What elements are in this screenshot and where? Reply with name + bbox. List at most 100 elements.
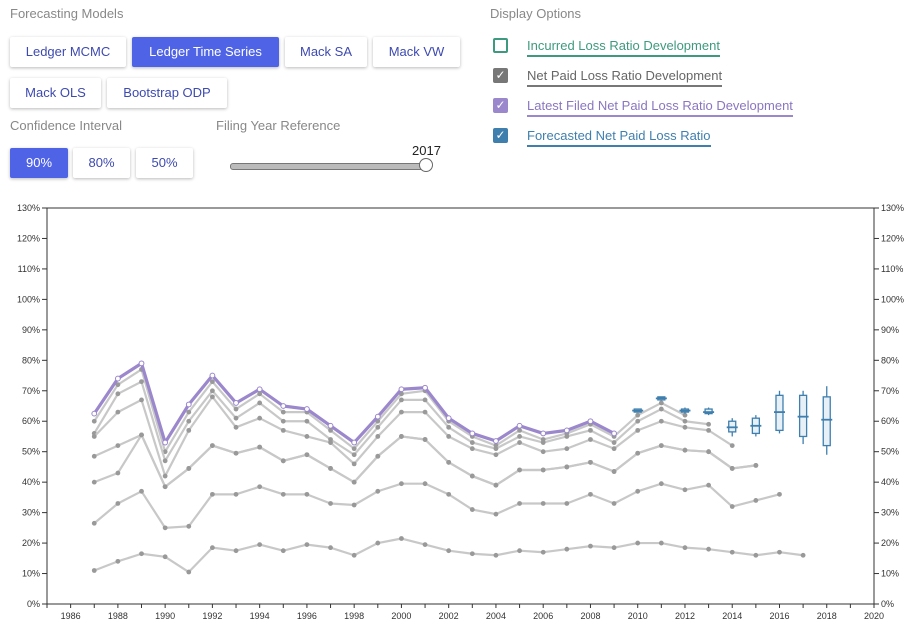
- paid-point: [753, 552, 759, 558]
- y-tick-label-right: 90%: [881, 325, 899, 335]
- latest-filed-point: [422, 384, 428, 391]
- paid-point: [517, 501, 522, 506]
- confidence-50-button[interactable]: 50%: [136, 148, 193, 178]
- paid-point: [493, 511, 499, 517]
- latest-filed-point: [587, 418, 594, 425]
- model-mack-sa-button[interactable]: Mack SA: [285, 37, 367, 67]
- paid-point: [446, 548, 452, 554]
- paid-point: [210, 545, 215, 551]
- filing-year-slider-thumb[interactable]: [419, 158, 433, 172]
- axes-layer: 0% 10% 20% 30% 40% 50% 60% 70% 80% 90% 100% 110% 120…: [17, 203, 904, 621]
- x-tick-label: 2012: [675, 611, 695, 621]
- x-tick-label: 1990: [155, 611, 175, 621]
- y-tick-label-left: 90%: [22, 325, 40, 335]
- paid-point: [399, 434, 404, 439]
- paid-point: [186, 466, 192, 471]
- paid-series-line: [93, 482, 780, 529]
- y-tick-label-left: 0%: [27, 599, 40, 609]
- paid-point: [139, 551, 144, 557]
- x-tick-label: 1998: [344, 611, 364, 621]
- latest-filed-point: [185, 401, 192, 408]
- paid-point: [469, 473, 475, 479]
- x-tick-label: 1988: [108, 611, 128, 621]
- y-tick-label-left: 20%: [22, 538, 40, 548]
- paid-point: [469, 440, 475, 445]
- paid-point: [257, 542, 263, 547]
- paid-point: [162, 458, 168, 464]
- paid-point: [91, 520, 97, 526]
- paid-point: [139, 397, 144, 403]
- paid-point: [304, 418, 310, 424]
- model-ledger-mcmc-button[interactable]: Ledger MCMC: [10, 37, 126, 67]
- latest-filed-point: [493, 438, 499, 444]
- confidence-interval-label: Confidence Interval: [10, 118, 123, 133]
- paid-point: [588, 459, 593, 465]
- paid-point: [682, 447, 688, 453]
- paid-point: [682, 412, 688, 418]
- x-tick-label: 2018: [817, 611, 837, 621]
- paid-point: [635, 427, 641, 433]
- paid-point: [729, 466, 735, 471]
- checkbox-net-paid[interactable]: ✓: [493, 68, 508, 83]
- filing-year-slider-track[interactable]: [230, 163, 428, 170]
- paid-point: [399, 409, 404, 415]
- latest-filed-point: [91, 410, 98, 417]
- y-tick-label-right: 40%: [881, 477, 899, 487]
- paid-point: [91, 434, 97, 439]
- paid-point: [469, 446, 475, 452]
- checkbox-incurred[interactable]: [493, 38, 508, 53]
- paid-point: [399, 397, 404, 403]
- y-tick-label-right: 20%: [881, 538, 899, 548]
- paid-point: [446, 491, 452, 497]
- paid-point: [304, 491, 310, 497]
- model-ledger-time-series-button[interactable]: Ledger Time Series: [132, 37, 279, 67]
- paid-point: [280, 548, 286, 554]
- option-net-paid-label: Net Paid Loss Ratio Development: [527, 68, 723, 87]
- paid-point: [540, 549, 546, 555]
- x-tick-label: 2004: [486, 611, 506, 621]
- paid-point: [162, 449, 168, 455]
- paid-point: [186, 523, 192, 529]
- option-incurred-label: Incurred Loss Ratio Development: [527, 38, 720, 57]
- checkbox-forecasted[interactable]: ✓: [493, 128, 508, 143]
- paid-point: [658, 418, 664, 424]
- model-mack-ols-button[interactable]: Mack OLS: [10, 78, 101, 108]
- paid-point: [706, 482, 711, 488]
- paid-point: [706, 421, 711, 427]
- model-mack-vw-button[interactable]: Mack VW: [373, 37, 460, 67]
- latest-filed-point: [540, 430, 547, 437]
- y-tick-label-right: 10%: [881, 569, 899, 579]
- y-tick-label-left: 70%: [22, 386, 40, 396]
- paid-point: [540, 467, 546, 473]
- x-tick-label: 2020: [864, 611, 884, 621]
- paid-point: [162, 525, 168, 531]
- option-forecasted-label: Forecasted Net Paid Loss Ratio: [527, 128, 711, 147]
- model-bootstrap-odp-button[interactable]: Bootstrap ODP: [107, 78, 227, 108]
- paid-point: [540, 449, 546, 455]
- paid-point: [493, 482, 499, 488]
- paid-point: [375, 434, 381, 439]
- latest-filed-point: [351, 439, 358, 446]
- paid-point: [186, 569, 192, 575]
- y-tick-label-left: 30%: [22, 508, 40, 518]
- option-latest-filed-label: Latest Filed Net Paid Loss Ratio Develop…: [527, 98, 793, 117]
- paid-point: [422, 481, 428, 487]
- paid-point: [588, 437, 593, 442]
- confidence-90-button[interactable]: 90%: [10, 148, 68, 178]
- paid-point: [493, 446, 499, 452]
- paid-point: [115, 409, 121, 415]
- paid-point: [493, 452, 499, 458]
- paid-point: [115, 558, 121, 564]
- paid-point: [517, 427, 522, 433]
- paid-point: [446, 424, 452, 430]
- latest-filed-point: [398, 386, 405, 393]
- confidence-80-button[interactable]: 80%: [73, 148, 130, 178]
- paid-point: [210, 394, 215, 400]
- latest-filed-point: [233, 400, 239, 406]
- paid-point: [706, 546, 711, 552]
- paid-point: [588, 427, 593, 433]
- paid-point: [91, 418, 97, 424]
- checkbox-latest-filed[interactable]: ✓: [493, 98, 508, 113]
- paid-series-line: [93, 537, 804, 574]
- paid-point: [210, 379, 215, 385]
